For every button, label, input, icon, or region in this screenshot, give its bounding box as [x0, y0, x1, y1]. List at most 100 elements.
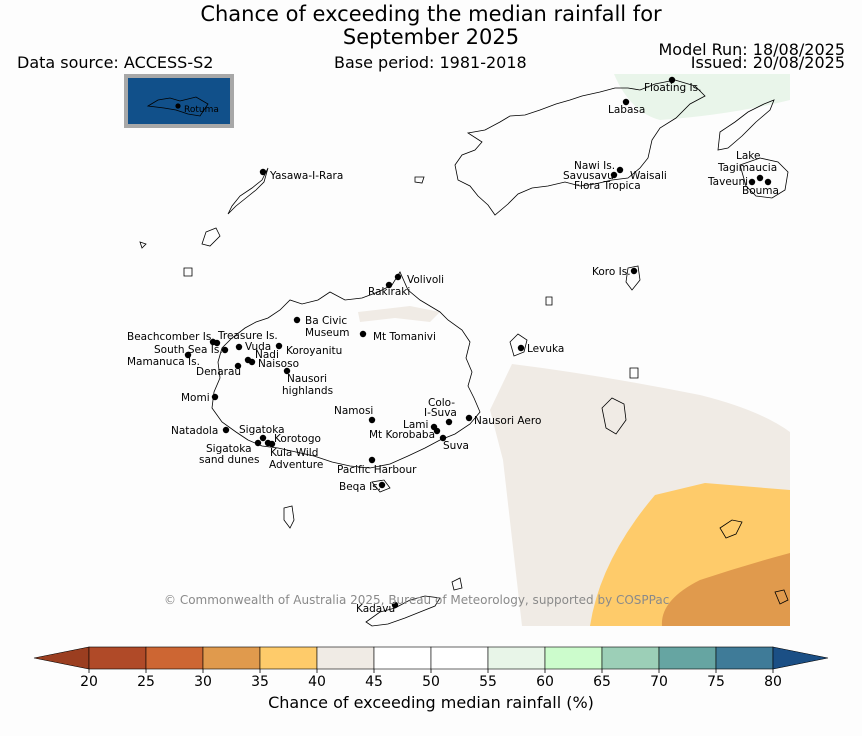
map-area: Floating Is. Labasa Yasawa-I-Rara Nawi I… — [124, 74, 790, 627]
islet-9 — [719, 519, 743, 539]
colorbar-tick-label: 75 — [707, 674, 725, 690]
marker-rakiraki — [385, 281, 393, 289]
label-lake-2: Tagimaucia — [717, 162, 777, 174]
colorbar-cell — [88, 646, 147, 670]
colorbar-cell — [145, 646, 204, 670]
colorbar-tick-label: 45 — [365, 674, 383, 690]
islet-2 — [183, 267, 193, 277]
marker-sigatoka-dunes — [254, 439, 262, 447]
colorbar-cell — [601, 646, 660, 670]
label-denarau: Denarau — [196, 366, 241, 378]
label-levuka: Levuka — [527, 343, 564, 355]
colorbar-cell — [259, 646, 318, 670]
title-line-1: Chance of exceeding the median rainfall … — [200, 2, 662, 26]
label-nawi: Nawi Is. — [574, 160, 615, 172]
label-colo-1: Colo- — [428, 397, 455, 409]
label-treasure: Treasure Is. — [217, 330, 278, 342]
colorbar-under-arrow — [33, 646, 90, 670]
label-floating: Floating Is. — [644, 82, 701, 94]
label-pacific: Pacific Harbour — [337, 464, 417, 476]
marker-lake — [756, 174, 764, 182]
marker-mtkorobaba — [433, 427, 441, 435]
marker-koro — [630, 267, 638, 275]
colorbar-cell — [373, 646, 432, 670]
label-taveuni: Taveuni — [707, 176, 748, 188]
marker-natadola — [222, 426, 230, 434]
colorbar-tick-label: 35 — [251, 674, 269, 690]
marker-treasure — [213, 339, 221, 347]
marker-levuka — [517, 344, 525, 352]
taveuni-coast — [717, 99, 775, 151]
islet-8 — [451, 577, 463, 591]
marker-koroyanitu — [275, 342, 283, 350]
marker-colo — [445, 418, 453, 426]
islet-6 — [629, 367, 639, 379]
marker-volivoli — [394, 273, 402, 281]
colorbar-cell — [430, 646, 489, 670]
label-kadavu: Kadavu — [356, 603, 395, 615]
colorbar-tick-label: 55 — [479, 674, 497, 690]
colorbar-cell — [715, 646, 774, 670]
label-vuda: Vuda — [245, 341, 271, 353]
label-colo-2: I-Suva — [424, 407, 457, 419]
label-volivoli: Volivoli — [407, 274, 444, 286]
marker-yasawa — [259, 168, 267, 176]
rainfall-map: Floating Is. Labasa Yasawa-I-Rara Nawi I… — [124, 74, 790, 627]
data-source: Data source: ACCESS-S2 — [17, 53, 214, 72]
marker-bouma — [764, 178, 772, 186]
marker-denarau — [234, 362, 242, 370]
label-sigatoka: Sigatoka — [239, 424, 285, 436]
label-savusavu: Savusavu — [563, 170, 614, 182]
colorbar: 20 25 30 35 40 45 50 55 60 65 70 75 80 — [33, 646, 829, 690]
marker-labasa — [622, 98, 630, 106]
rotuma-coast — [146, 96, 209, 117]
issued-date: Issued: 20/08/2025 — [690, 53, 845, 72]
label-mttomanivi: Mt Tomanivi — [373, 331, 436, 343]
label-bouma: Bouma — [742, 185, 779, 197]
beqa-coast — [371, 479, 391, 493]
marker-mamanuca — [184, 351, 192, 359]
label-kula-1: Kula Wild — [270, 447, 318, 459]
colorbar-tick-label: 70 — [650, 674, 668, 690]
rotuma-inset: Rotuma — [124, 74, 234, 128]
label-nausori-2: highlands — [282, 385, 333, 397]
marker-nawi — [616, 166, 624, 174]
base-period: Base period: 1981-2018 — [334, 53, 527, 72]
marker-nausori-aero — [465, 414, 473, 422]
orange-region — [661, 553, 790, 626]
colorbar-tick-label: 30 — [194, 674, 212, 690]
viti-levu-coast — [211, 271, 481, 469]
marker-kadavu — [391, 601, 399, 609]
label-nausori-1: Nausori — [287, 373, 327, 385]
label-koroyanitu: Koroyanitu — [286, 345, 342, 357]
marker-floating — [668, 76, 676, 84]
colorbar-cell — [487, 646, 546, 670]
marker-beqa — [378, 481, 386, 489]
copyright-notice: © Commonwealth of Australia 2025, Bureau… — [164, 593, 669, 607]
marker-savusavu — [610, 171, 618, 179]
marker-namosi — [368, 416, 376, 424]
colorbar-tick-label: 50 — [422, 674, 440, 690]
colorbar-cell — [202, 646, 261, 670]
islet-4 — [414, 176, 425, 184]
colorbar-tick-label: 80 — [764, 674, 782, 690]
kadavu-coast — [365, 595, 441, 627]
colorbar-tick-label: 65 — [593, 674, 611, 690]
marker-naisoso — [248, 358, 256, 366]
label-yasawa: Yasawa-I-Rara — [269, 170, 343, 182]
label-beqa: Beqa Is. — [339, 481, 381, 493]
marker-mttomanivi — [359, 330, 367, 338]
marker-kula — [268, 440, 276, 448]
colorbar-cell — [658, 646, 717, 670]
marker-suva — [439, 434, 447, 442]
label-sigdunes-2: sand dunes — [199, 454, 259, 466]
islet-1 — [201, 227, 221, 247]
colorbar-cells — [33, 646, 829, 670]
islet-3 — [139, 241, 147, 249]
colorbar-tick-label: 20 — [80, 674, 98, 690]
label-rotuma: Rotuma — [184, 105, 219, 115]
marker-nausori-highlands — [283, 367, 291, 375]
marker-taveuni — [748, 178, 756, 186]
neutral-region-viti — [358, 306, 440, 322]
label-kula-2: Adventure — [269, 459, 323, 471]
